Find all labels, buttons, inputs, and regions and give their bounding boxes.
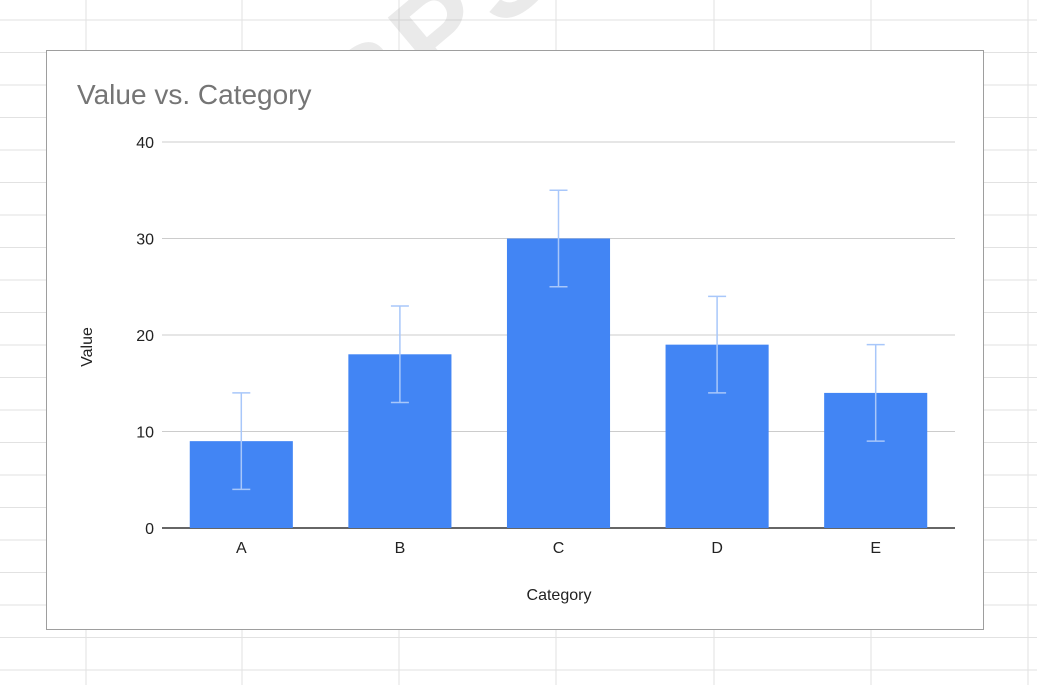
x-axis-ticks: A B C D E xyxy=(236,540,881,557)
bars xyxy=(189,238,928,528)
error-bar xyxy=(866,343,885,442)
x-tick-label: C xyxy=(553,540,565,557)
y-tick-label: 10 xyxy=(136,425,154,442)
x-tick-label: E xyxy=(870,540,881,557)
x-axis-title: Category xyxy=(527,587,592,604)
x-tick-label: B xyxy=(395,540,406,557)
error-bar xyxy=(549,189,568,288)
error-bar xyxy=(708,295,727,394)
error-bars xyxy=(232,189,885,491)
y-tick-label: 30 xyxy=(136,232,154,249)
bar-chart: 0 10 20 30 40 A B C D E Category Value xyxy=(79,135,955,604)
x-tick-label: A xyxy=(236,540,247,557)
y-tick-label: 40 xyxy=(136,135,154,152)
y-tick-label: 20 xyxy=(136,328,154,345)
chart-title: Value vs. Category xyxy=(77,79,312,110)
error-bar xyxy=(390,305,409,404)
x-tick-label: D xyxy=(711,540,723,557)
chart-card[interactable]: Value vs. Category 0 10 20 30 40 A B C D E Categ… xyxy=(46,50,984,630)
y-axis-title: Value xyxy=(79,327,96,367)
y-axis-ticks: 0 10 20 30 40 xyxy=(136,135,154,538)
y-tick-label: 0 xyxy=(145,521,154,538)
error-bar xyxy=(232,392,251,491)
